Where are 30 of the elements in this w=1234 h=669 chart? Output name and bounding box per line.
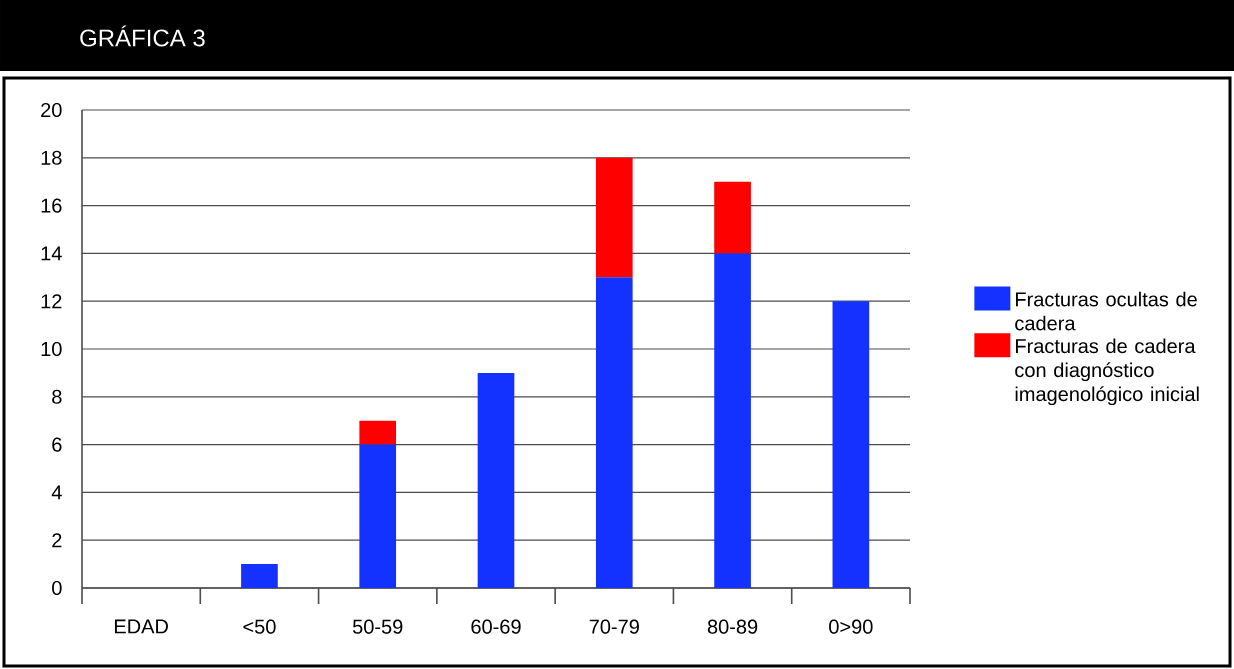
y-tick-label: 14 <box>41 246 62 261</box>
x-tick-label: 70-79 <box>589 619 639 634</box>
x-tick-label: 60-69 <box>471 619 521 634</box>
y-tick-label: 10 <box>41 341 62 357</box>
x-tick-label: EDAD <box>115 619 168 634</box>
bar <box>714 253 751 588</box>
bar <box>359 444 397 588</box>
y-tick-label: 20 <box>41 102 62 118</box>
x-tick-label: <50 <box>243 619 276 634</box>
y-tick-label: 4 <box>51 485 62 500</box>
y-tick-label: 8 <box>52 389 62 404</box>
bar <box>359 420 397 445</box>
x-tick-label: 50-59 <box>352 619 403 634</box>
y-tick-label: 12 <box>41 294 62 309</box>
chart-title: GRÁFICA 3 <box>80 25 205 47</box>
x-tick-label: 0>90 <box>829 619 873 634</box>
bar <box>595 157 633 278</box>
bar <box>241 564 278 588</box>
y-tick-label: 18 <box>41 150 62 165</box>
legend-label: Fracturas de cadera con diagnóstico imagenológico inicial <box>1015 338 1199 406</box>
bar <box>595 277 633 588</box>
y-tick-label: 6 <box>52 437 62 452</box>
y-tick-label: 0 <box>52 580 62 596</box>
y-tick-label: 16 <box>41 198 62 213</box>
legend-label: Fracturas ocultas de cadera <box>1015 291 1197 331</box>
bar <box>477 372 515 588</box>
y-tick-label: 2 <box>52 533 62 548</box>
bar <box>832 301 870 588</box>
x-tick-label: 80-89 <box>707 619 758 634</box>
bar <box>714 181 751 254</box>
